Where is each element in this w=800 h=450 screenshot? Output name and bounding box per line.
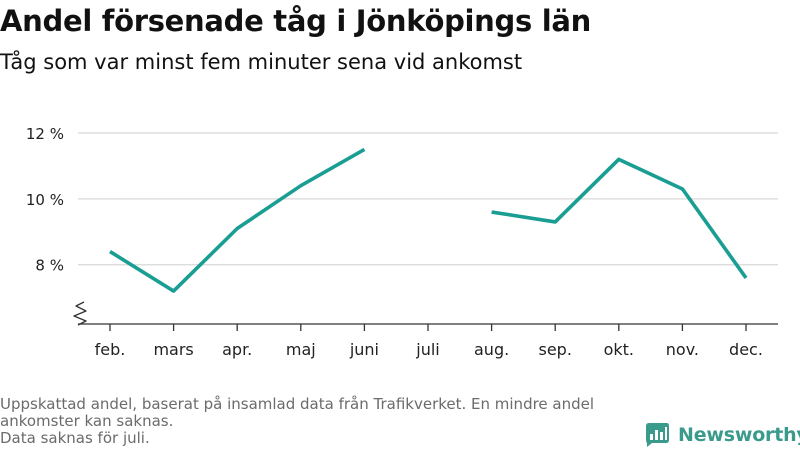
x-tick-label: dec. — [729, 340, 763, 359]
x-tick-labels: feb. mars apr. maj juni juli aug. sep. okt. nov. d… — [95, 340, 763, 359]
x-tick-label: nov. — [666, 340, 699, 359]
x-tick-label: apr. — [222, 340, 252, 359]
x-tick-label: okt. — [604, 340, 634, 359]
y-tick-label: 8 % — [35, 257, 64, 275]
x-tick-label: aug. — [474, 340, 509, 359]
footnote-missing-data: Data saknas för juli. — [0, 429, 150, 447]
series-line-segment — [109, 147, 366, 293]
gridlines — [78, 132, 778, 266]
series-line-segment — [491, 157, 748, 279]
x-tick-label: sep. — [538, 340, 571, 359]
x-tick-label: juni — [349, 340, 379, 359]
data-lines — [109, 147, 748, 293]
x-tick-label: juli — [415, 340, 439, 359]
chart-subtitle: Tåg som var minst fem minuter sena vid a… — [0, 50, 523, 74]
line-chart: 8 % 10 % 12 % feb. mars apr. maj juni juli aug. s… — [26, 125, 778, 359]
x-tick-label: mars — [153, 340, 193, 359]
brand-name: Newsworthy — [678, 424, 800, 446]
footnote-source: Uppskattad andel, baserat på insamlad da… — [0, 395, 595, 430]
bar-chart-logo-icon — [646, 423, 669, 447]
y-tick-label: 12 % — [26, 125, 64, 143]
y-tick-label: 10 % — [26, 191, 64, 209]
brand-logo: Newsworthy — [644, 421, 800, 449]
y-tick-labels: 8 % 10 % 12 % — [26, 125, 64, 275]
footnote: Uppskattad andel, baserat på insamlad da… — [0, 396, 630, 447]
x-axis — [73, 301, 778, 331]
x-tick-label: maj — [286, 340, 316, 359]
axis-break-icon — [73, 301, 87, 326]
chart-title: Andel försenade tåg i Jönköpings län — [0, 4, 591, 38]
x-tick-label: feb. — [95, 340, 126, 359]
